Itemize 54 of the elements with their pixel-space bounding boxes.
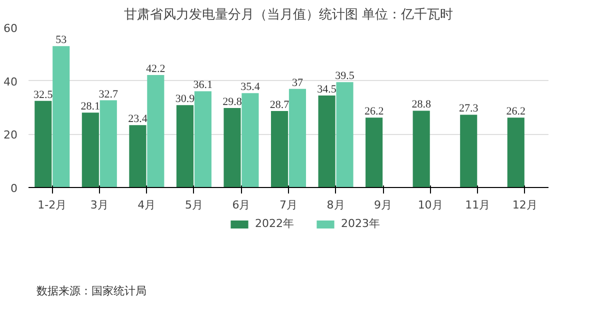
bar <box>270 110 288 188</box>
source-note: 数据来源：国家统计局 <box>36 284 146 298</box>
data-label: 26.2 <box>364 106 384 118</box>
legend-label: 2023年 <box>341 216 380 231</box>
x-tick-label: 4月 <box>138 198 156 212</box>
x-tick-label: 12月 <box>512 198 538 212</box>
chart-title: 甘肃省风力发电量分月（当月值）统计图 单位：亿千瓦时 <box>124 8 454 22</box>
y-tick-label: 0 <box>10 182 18 195</box>
bar <box>366 118 383 188</box>
bar <box>176 105 194 188</box>
x-tick-label: 6月 <box>232 198 250 212</box>
x-tick-label: 1-2月 <box>38 198 67 212</box>
x-tick-label: 5月 <box>184 198 203 212</box>
bar <box>336 82 354 188</box>
data-label: 30.9 <box>175 93 196 106</box>
data-label: 53 <box>56 34 68 46</box>
bar <box>194 91 212 188</box>
data-label: 36.1 <box>193 79 213 92</box>
bar <box>242 93 259 188</box>
data-label: 28.8 <box>412 98 432 111</box>
bar <box>412 110 430 188</box>
x-tick-label: 8月 <box>326 198 345 212</box>
data-label: 42.2 <box>146 62 166 75</box>
bar <box>288 88 306 188</box>
bar <box>34 100 52 188</box>
bar <box>52 46 70 188</box>
data-label: 32.7 <box>98 88 119 100</box>
x-tick-label: 3月 <box>90 198 108 212</box>
x-tick-label: 7月 <box>280 198 298 212</box>
data-label: 28.1 <box>80 100 100 113</box>
x-tick-label: 9月 <box>374 198 392 212</box>
bar <box>100 100 117 188</box>
bar <box>147 74 164 188</box>
y-tick-label: 40 <box>4 75 18 88</box>
data-label: 34.5 <box>317 84 337 96</box>
bar <box>129 125 146 188</box>
data-label: 32.5 <box>34 88 54 101</box>
x-tick-label: 10月 <box>418 198 443 212</box>
data-label: 26.2 <box>506 106 526 118</box>
data-label: 35.4 <box>240 81 260 94</box>
data-label: 37 <box>292 76 304 89</box>
bar <box>318 96 336 188</box>
legend-label: 2022年 <box>255 216 294 231</box>
bar <box>507 118 524 188</box>
data-label: 39.5 <box>335 70 355 82</box>
y-tick-label: 20 <box>4 128 18 142</box>
data-label: 27.3 <box>458 102 479 115</box>
data-label: 29.8 <box>222 96 242 108</box>
data-label: 28.7 <box>270 98 290 111</box>
y-tick-label: 60 <box>4 22 18 35</box>
bar <box>82 112 99 188</box>
bar <box>460 114 478 188</box>
bar <box>224 108 241 188</box>
x-tick-label: 11月 <box>465 198 490 212</box>
